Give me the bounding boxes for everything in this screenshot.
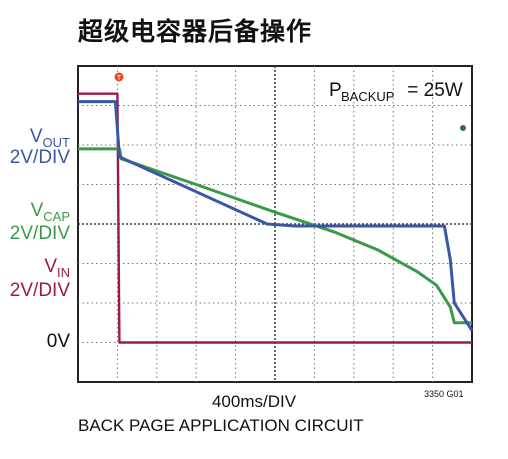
annotation-sub: BACKUP: [341, 89, 394, 104]
markers: T: [114, 72, 466, 131]
annotation-main: P: [329, 80, 342, 101]
right-edge-marker: [460, 125, 466, 131]
vout-name: V: [29, 126, 43, 147]
page-title: 超级电容器后备操作: [78, 17, 313, 46]
annotation-value: = 25W: [402, 80, 463, 101]
vout-scale: 2V/DIV: [9, 147, 70, 168]
caption: BACK PAGE APPLICATION CIRCUIT: [78, 416, 364, 435]
vcap-scale: 2V/DIV: [9, 223, 70, 244]
vin-name: V: [44, 256, 57, 277]
svg-text:T: T: [117, 75, 122, 82]
vcap-label: VCAP: [0, 201, 70, 227]
vin-sub: IN: [57, 264, 70, 280]
vout-label: VOUT: [0, 127, 70, 153]
trigger-marker: T: [114, 72, 124, 82]
vcap-sub: CAP: [43, 208, 70, 224]
figure-id: 3350 G01: [424, 389, 464, 399]
vcap-name: V: [30, 200, 44, 221]
series-in-line: [78, 92, 472, 344]
vin-label: VIN: [0, 257, 70, 283]
vin-scale: 2V/DIV: [9, 280, 70, 301]
vout-sub: OUT: [42, 134, 70, 150]
series-out-line: [78, 100, 474, 332]
series-layer: [78, 92, 474, 344]
zero-volt-label: 0V: [46, 331, 70, 352]
x-axis-label: 400ms/DIV: [211, 392, 297, 411]
